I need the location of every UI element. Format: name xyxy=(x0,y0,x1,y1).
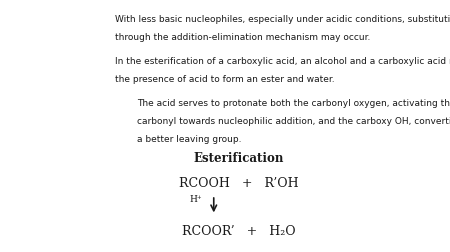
Text: In the esterification of a carboxylic acid, an alcohol and a carboxylic acid rea: In the esterification of a carboxylic ac… xyxy=(115,57,450,66)
Text: through the addition-elimination mechanism may occur.: through the addition-elimination mechani… xyxy=(115,33,370,42)
Text: RCOOR’   +   H₂O: RCOOR’ + H₂O xyxy=(182,224,295,237)
Text: RCOOH   +   R’OH: RCOOH + R’OH xyxy=(179,176,298,189)
Text: a better leaving group.: a better leaving group. xyxy=(137,135,242,144)
Text: With less basic nucleophiles, especially under acidic conditions, substitution: With less basic nucleophiles, especially… xyxy=(115,15,450,24)
Text: Esterification: Esterification xyxy=(194,151,284,164)
Text: the presence of acid to form an ester and water.: the presence of acid to form an ester an… xyxy=(115,75,334,84)
Text: The acid serves to protonate both the carbonyl oxygen, activating the: The acid serves to protonate both the ca… xyxy=(137,99,450,108)
Text: carbonyl towards nucleophilic addition, and the carboxy OH, converting it into: carbonyl towards nucleophilic addition, … xyxy=(137,117,450,126)
Text: H⁺: H⁺ xyxy=(190,195,203,204)
